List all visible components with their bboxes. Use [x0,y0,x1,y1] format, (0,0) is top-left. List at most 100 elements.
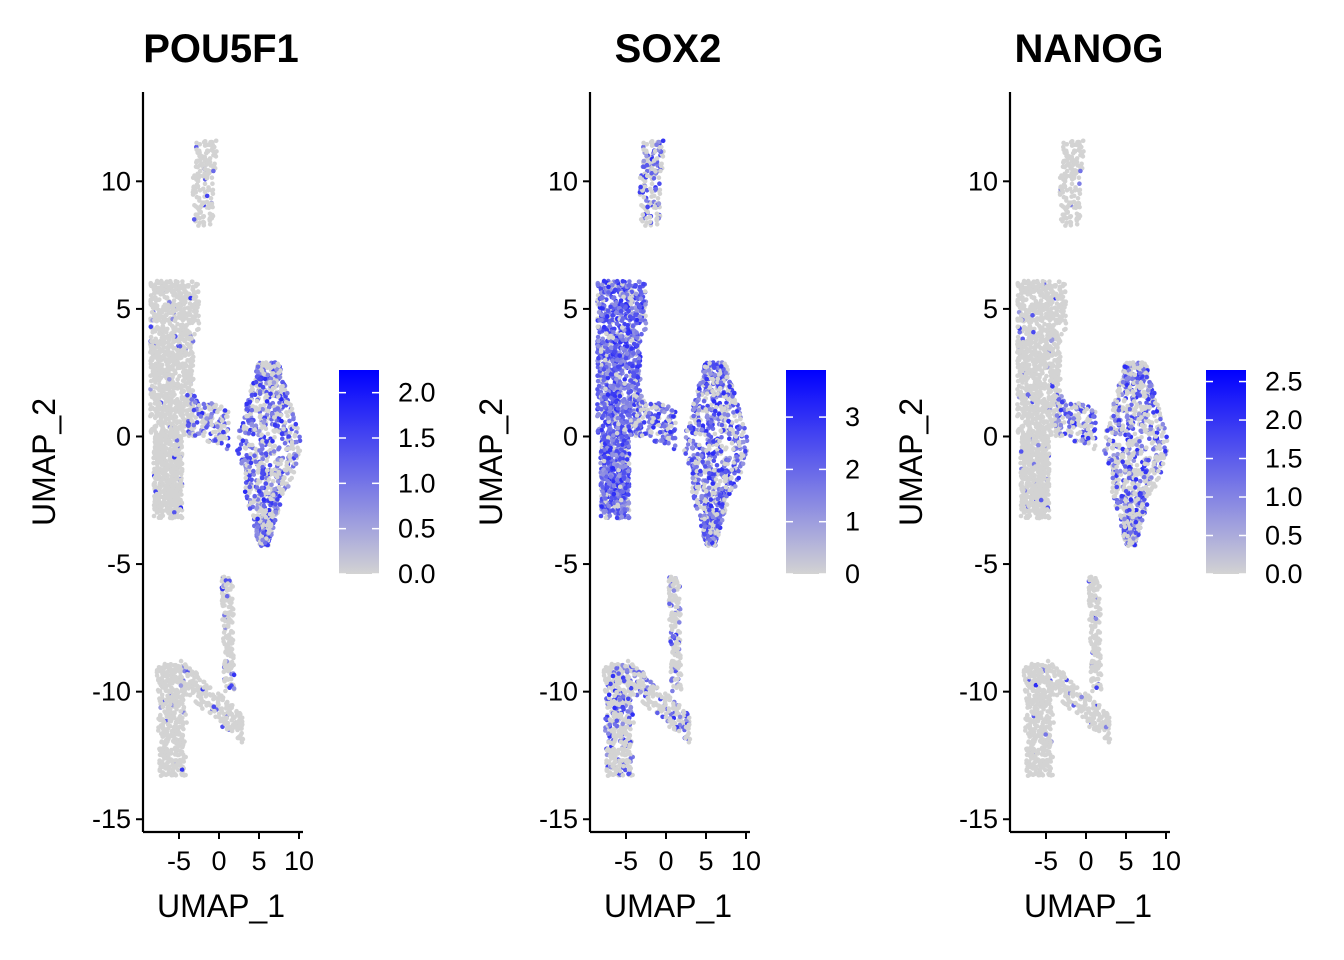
cell-point [641,158,647,164]
cell-point [223,688,228,694]
cell-point [167,515,173,521]
cell-point [595,334,601,340]
x-tick-label: 10 [284,846,314,876]
cell-point [223,618,228,624]
cell-point [651,158,657,163]
cell-point [173,460,178,465]
cell-point [252,453,257,459]
cell-point [656,175,662,180]
cell-point [189,279,195,285]
cell-point [158,439,163,444]
cell-point [182,306,188,311]
cell-point [603,515,609,520]
cell-point [159,692,165,698]
cell-point [195,327,200,333]
cell-point [221,639,226,644]
cell-point [595,343,601,349]
cell-point [159,739,164,745]
cell-point [187,330,192,335]
cell-point [174,763,179,769]
cell-point [151,513,157,519]
cell-point [249,386,255,392]
cell-point [271,380,277,385]
cell-point [225,611,231,617]
cell-point [171,711,177,717]
cell-point [154,491,160,497]
cell-point [197,173,203,179]
cell-point [171,360,176,365]
cell-point [598,513,604,519]
cell-point [272,422,278,428]
cell-point [177,759,182,765]
y-tick-label: -15 [92,804,131,834]
cell-point [150,302,155,307]
cell-point [167,689,172,695]
cell-point [159,419,164,425]
cell-point [175,747,180,752]
cell-point [163,358,168,364]
cell-point [159,731,164,736]
cell-point [184,692,190,697]
cell-point [614,515,620,521]
cell-point [215,424,220,429]
cell-point [185,358,190,363]
cell-point [265,431,271,437]
cell-point [166,310,172,315]
cell-point [191,289,196,294]
cell-point [622,381,627,386]
cell-point [164,479,169,484]
cell-point [294,439,299,445]
cell-point [183,323,189,329]
cell-point [293,461,299,467]
cell-point [198,414,204,419]
cell-point [613,287,618,293]
cell-point [183,370,189,376]
cell-point [175,321,180,327]
cell-point [160,323,166,329]
cell-point [285,391,290,396]
cell-point [293,453,299,459]
cell-point [189,418,194,423]
cell-point [196,691,202,696]
cell-point [169,364,174,369]
cell-point [279,457,284,463]
cell-point [171,334,176,339]
cell-point [178,658,184,664]
cell-point [197,220,202,226]
cell-point [272,443,278,449]
cell-point [220,697,225,703]
cell-point [641,194,647,200]
cell-point [172,302,178,308]
panel-title: SOX2 [615,27,722,71]
cell-point [641,147,646,152]
cell-point [164,437,169,442]
cell-point [277,445,282,451]
cell-point [161,304,166,310]
cell-point [278,412,284,418]
cell-point [179,424,184,430]
cell-point [289,475,295,481]
cell-point [271,449,277,454]
cell-point [176,663,181,669]
cell-point [253,459,258,465]
cell-point [216,691,221,696]
cell-point [172,434,178,440]
cell-point [185,672,190,677]
cell-point [154,367,160,372]
cell-point [211,163,217,169]
cell-point [206,405,212,410]
cell-point [634,301,640,306]
cell-point [170,768,176,774]
cell-point [172,514,177,519]
cell-point [175,743,181,748]
cell-point [169,473,175,479]
cell-point [163,701,168,707]
cell-point [174,470,180,476]
cell-point [179,385,184,391]
cell-point [153,340,159,345]
cell-point [258,413,263,419]
cell-point [166,452,172,458]
cell-point [639,331,644,337]
cell-point [168,278,173,284]
cell-point [193,309,199,315]
